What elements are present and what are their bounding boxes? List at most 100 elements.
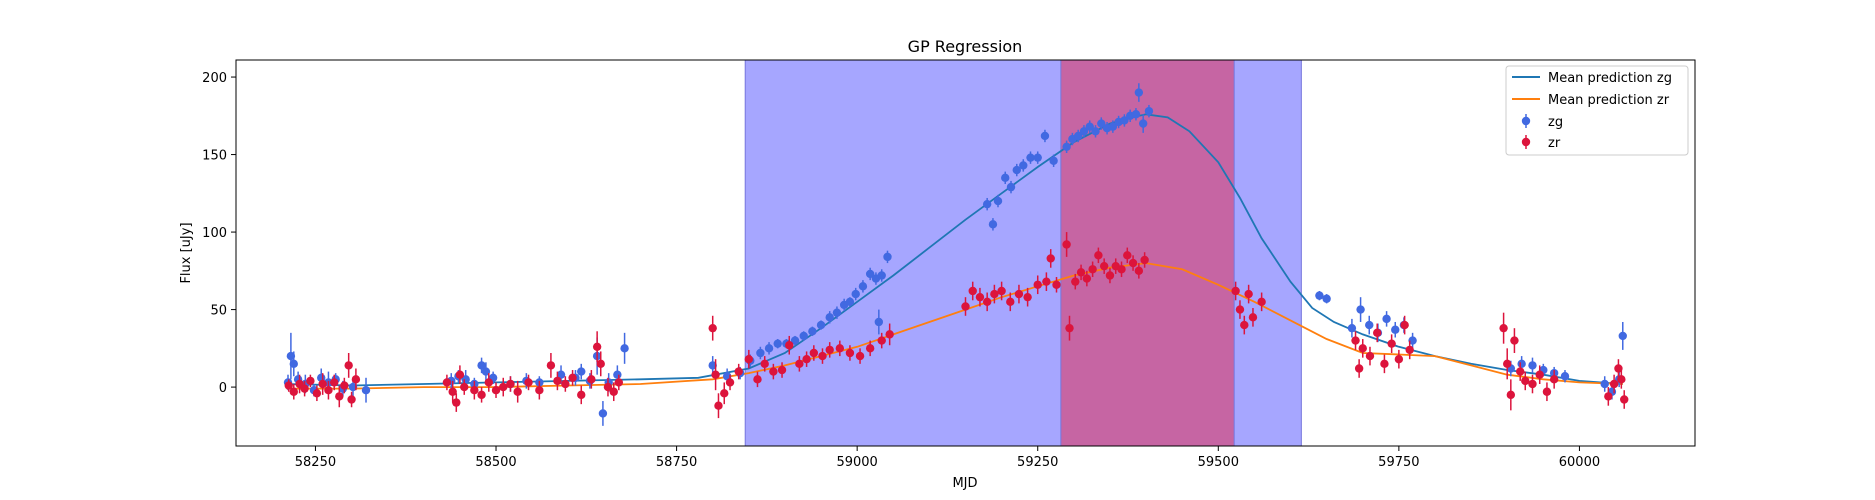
legend: Mean prediction zg Mean prediction zr zg…: [1505, 65, 1689, 156]
zr-point: [1614, 364, 1623, 373]
zr-point: [753, 375, 762, 384]
zr-point: [1014, 289, 1024, 299]
zg-point: [1528, 361, 1537, 370]
plot-frame: [235, 59, 1696, 447]
zr-point: [785, 341, 794, 350]
zr-point: [1354, 364, 1364, 373]
zg-point: [816, 320, 826, 330]
zr-point: [1351, 336, 1360, 345]
zr-point: [1006, 297, 1015, 307]
zg-point: [577, 367, 586, 376]
zr-point: [885, 330, 894, 339]
zr-point: [470, 385, 479, 395]
zr-point: [306, 376, 315, 386]
zr-point: [1609, 379, 1619, 389]
zg-point: [1019, 161, 1028, 170]
zg-point: [1033, 153, 1042, 162]
x-tick-label: 59750: [1378, 455, 1419, 470]
zg-point: [790, 336, 800, 345]
zr-point: [499, 382, 508, 392]
highlight-bands: [744, 60, 1302, 446]
zr-point: [1528, 379, 1537, 389]
zg-point: [1073, 131, 1083, 141]
zg-point: [988, 220, 998, 229]
data-points: [283, 83, 1629, 426]
zr-point: [1394, 354, 1404, 364]
zg-point: [1138, 119, 1148, 128]
zr-point: [835, 344, 845, 353]
zg-point: [865, 269, 875, 279]
zg-point: [1079, 127, 1089, 136]
zr-point: [1088, 265, 1097, 274]
zr-point: [561, 379, 570, 389]
chart-title: GP Regression: [908, 37, 1023, 56]
y-tick-label: 0: [219, 381, 227, 396]
zr-point: [1510, 336, 1519, 345]
legend-label-zg-line: Mean prediction zg: [1548, 71, 1672, 86]
zr-point: [1105, 271, 1115, 280]
zr-point: [587, 375, 596, 384]
zr-point: [968, 286, 977, 296]
zr-point: [711, 370, 720, 379]
zg-point: [1134, 88, 1144, 97]
zg-point: [1144, 106, 1154, 116]
zg-point: [982, 199, 992, 209]
zr-point: [300, 384, 309, 393]
zr-point: [614, 378, 624, 387]
zg-point: [1085, 122, 1094, 131]
zr-point: [506, 379, 515, 389]
zr-point: [1358, 344, 1367, 353]
zg-point: [598, 409, 608, 418]
zr-point: [982, 297, 992, 307]
zg-point: [825, 313, 834, 322]
zr-point: [769, 367, 778, 376]
zr-point: [720, 389, 729, 398]
zg-point: [1091, 127, 1100, 136]
zr-point: [1240, 320, 1249, 330]
zr-point: [1516, 367, 1525, 376]
zr-point: [1503, 359, 1512, 369]
zr-point: [1123, 251, 1132, 260]
x-tick-label: 60000: [1559, 455, 1600, 470]
zr-point: [1117, 265, 1126, 274]
zg-point: [1097, 119, 1106, 128]
zr-point: [997, 286, 1006, 296]
highlight-band-1: [1060, 60, 1235, 446]
legend-marker-zr: [1521, 137, 1531, 147]
zg-point: [1108, 122, 1118, 131]
zg-point: [1365, 320, 1374, 330]
zr-point: [760, 359, 769, 369]
legend-label-zr: zr: [1548, 136, 1561, 151]
zr-point: [825, 345, 834, 355]
zr-point: [1065, 323, 1074, 333]
zr-point: [1617, 375, 1626, 384]
zr-point: [855, 351, 865, 361]
zr-point: [318, 379, 327, 389]
zr-point: [975, 292, 985, 302]
legend-label-zg: zg: [1548, 115, 1563, 130]
zr-point: [1521, 376, 1530, 386]
zg-point: [1517, 359, 1526, 369]
zg-point: [1049, 156, 1058, 165]
zg-point: [1062, 142, 1071, 152]
zg-point: [481, 367, 491, 376]
zg-point: [620, 344, 629, 353]
zr-point: [289, 387, 298, 396]
zr-point: [1405, 345, 1414, 355]
zr-point: [484, 378, 493, 387]
zr-point: [818, 351, 827, 361]
zr-point: [455, 370, 465, 379]
zg-point: [993, 196, 1003, 206]
zg-point: [1560, 372, 1570, 381]
zg-point: [756, 348, 765, 358]
zg-point: [858, 282, 868, 291]
legend-marker-zg: [1521, 116, 1531, 126]
zr-point: [284, 381, 293, 390]
zr-point: [1140, 255, 1149, 265]
zr-point: [568, 373, 577, 382]
zr-point: [1506, 390, 1516, 400]
zr-point: [1046, 254, 1055, 263]
zr-point: [1099, 261, 1109, 271]
zr-point: [524, 378, 533, 387]
zr-point: [1128, 258, 1138, 268]
